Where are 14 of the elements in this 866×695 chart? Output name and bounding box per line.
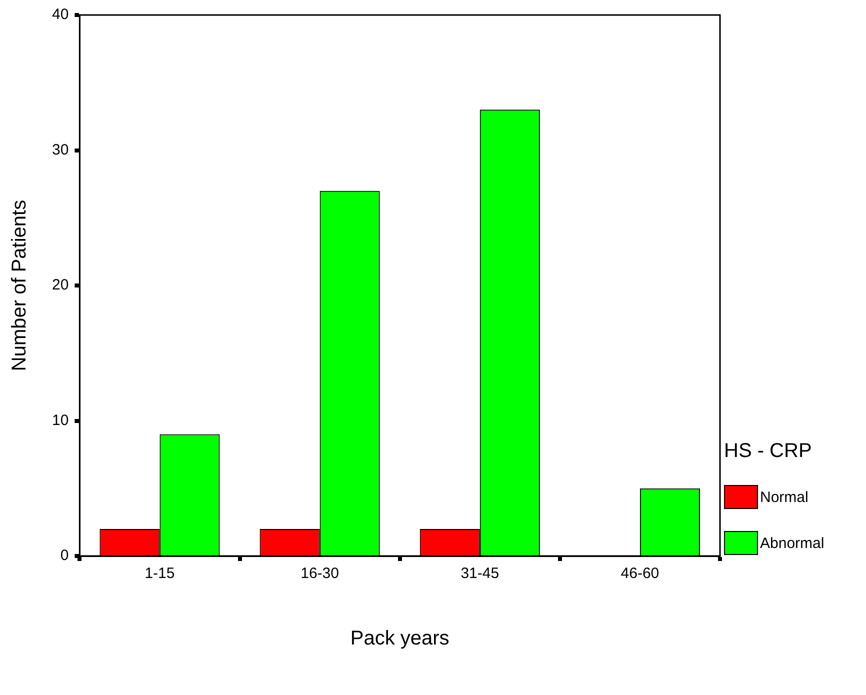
y-tick-label: 30 (52, 141, 69, 158)
x-tick-label: 31-45 (460, 565, 500, 582)
legend-title: HS - CRP (724, 440, 813, 463)
legend-label: Normal (760, 488, 808, 506)
legend-label: Abnormal (760, 534, 824, 552)
x-tick-label: 16-30 (300, 565, 339, 582)
x-axis-title: Pack years (350, 628, 450, 650)
y-axis-title: Number of Patients (8, 200, 31, 372)
y-tick-label: 20 (52, 276, 69, 294)
y-tick-label: 40 (52, 6, 69, 24)
y-tick-label: 0 (60, 547, 69, 564)
x-tick-label: 1-15 (144, 565, 175, 582)
y-tick-label: 10 (52, 412, 69, 429)
x-tick-label: 46-60 (620, 565, 660, 582)
